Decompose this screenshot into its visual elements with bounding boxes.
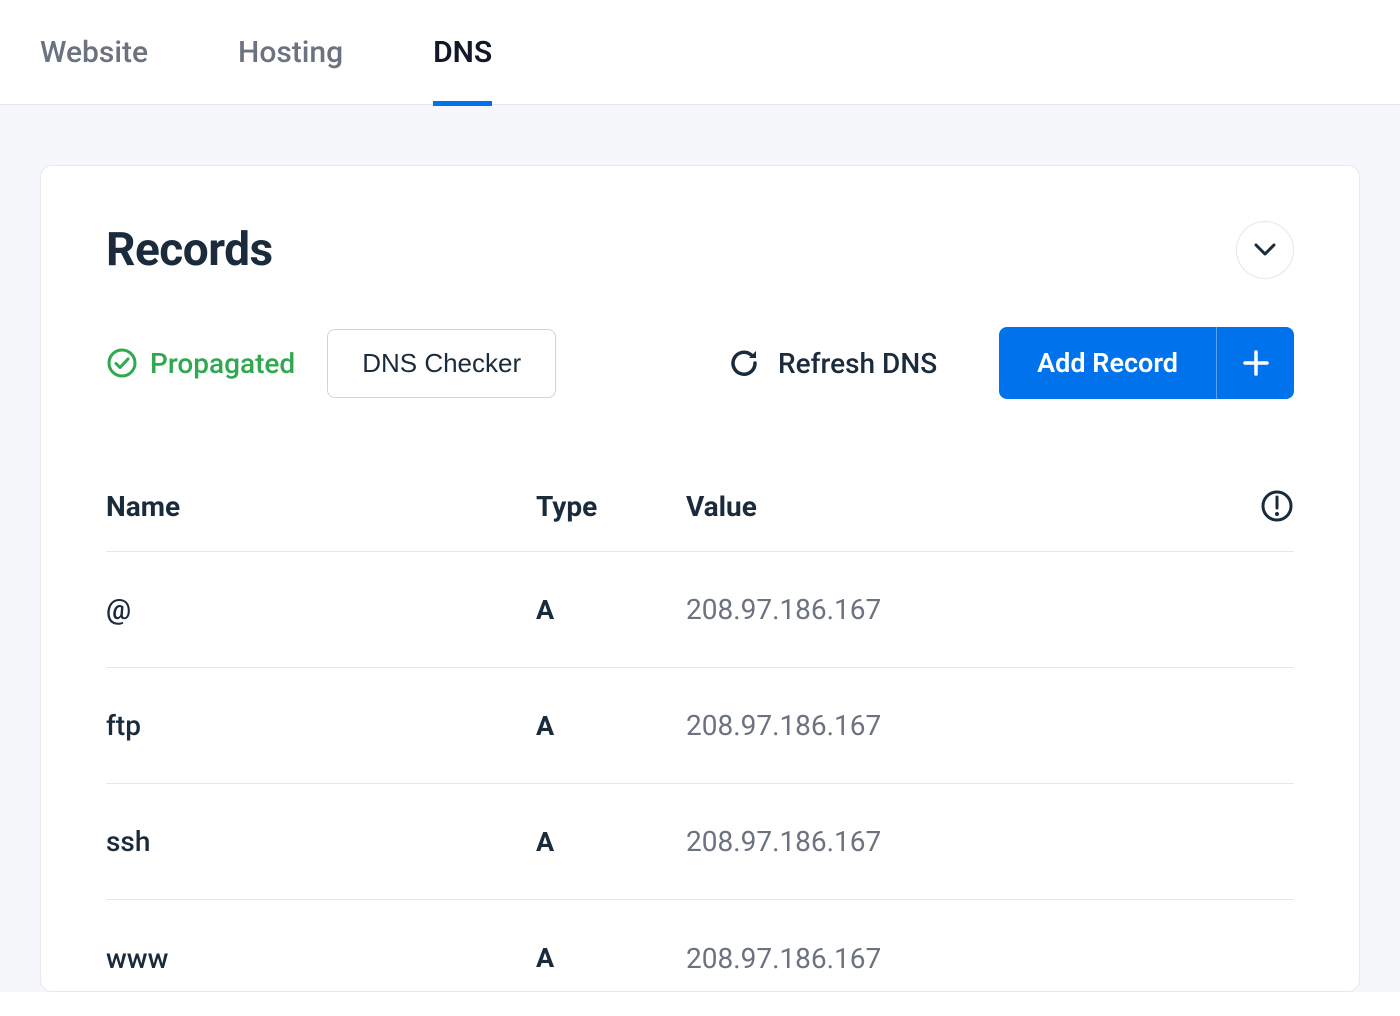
- cell-value: 208.97.186.167: [686, 709, 1294, 742]
- page-body: Records Propagated DNS Chec: [0, 105, 1400, 992]
- action-row: Propagated DNS Checker Refresh DNS Add R…: [106, 327, 1294, 399]
- add-record-label: Add Record: [999, 327, 1216, 399]
- tabs-bar: Website Hosting DNS: [0, 0, 1400, 105]
- cell-type: A: [536, 710, 686, 742]
- col-header-type: Type: [536, 490, 686, 523]
- table-row[interactable]: @ A 208.97.186.167: [106, 552, 1294, 668]
- tab-dns[interactable]: DNS: [433, 0, 492, 105]
- collapse-button[interactable]: [1236, 221, 1294, 279]
- table-row[interactable]: ftp A 208.97.186.167: [106, 668, 1294, 784]
- table-header-row: Name Type Value: [106, 489, 1294, 552]
- cell-value: 208.97.186.167: [686, 942, 1294, 975]
- propagation-status: Propagated: [106, 347, 295, 380]
- refresh-icon: [728, 347, 760, 379]
- table-row[interactable]: ssh A 208.97.186.167: [106, 784, 1294, 900]
- cell-value: 208.97.186.167: [686, 825, 1294, 858]
- tab-hosting[interactable]: Hosting: [238, 0, 343, 105]
- cell-name: www: [106, 942, 536, 975]
- col-header-info[interactable]: [1246, 489, 1294, 523]
- propagation-status-label: Propagated: [150, 347, 295, 380]
- col-header-value: Value: [686, 490, 1246, 523]
- cell-name: ssh: [106, 825, 536, 858]
- add-record-button[interactable]: Add Record: [999, 327, 1294, 399]
- cell-value: 208.97.186.167: [686, 593, 1294, 626]
- tab-website[interactable]: Website: [40, 0, 148, 105]
- cell-type: A: [536, 826, 686, 858]
- cell-type: A: [536, 594, 686, 626]
- card-header: Records: [106, 221, 1294, 279]
- refresh-dns-button[interactable]: Refresh DNS: [728, 347, 937, 380]
- add-record-plus[interactable]: [1216, 327, 1294, 399]
- chevron-down-icon: [1254, 243, 1276, 257]
- cell-name: ftp: [106, 709, 536, 742]
- info-icon: [1260, 489, 1294, 523]
- dns-checker-button[interactable]: DNS Checker: [327, 329, 556, 398]
- col-header-name: Name: [106, 490, 536, 523]
- records-card: Records Propagated DNS Chec: [40, 165, 1360, 992]
- dns-records-table: Name Type Value @ A 208.97.186.167: [106, 489, 1294, 1016]
- refresh-dns-label: Refresh DNS: [778, 347, 937, 380]
- table-row[interactable]: www A 208.97.186.167: [106, 900, 1294, 1016]
- plus-icon: [1242, 349, 1270, 377]
- cell-type: A: [536, 942, 686, 974]
- records-title: Records: [106, 223, 273, 277]
- check-circle-icon: [106, 347, 138, 379]
- cell-name: @: [106, 593, 536, 626]
